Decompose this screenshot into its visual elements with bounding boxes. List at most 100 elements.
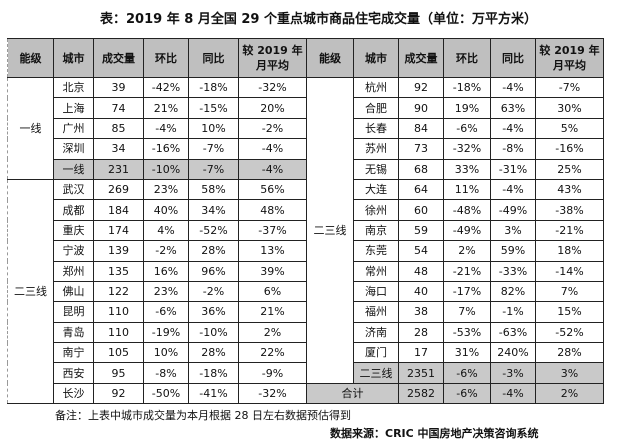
subtotal-yoy: -3% [490, 362, 536, 384]
mom: 23% [143, 178, 189, 201]
city: 青岛 [53, 321, 94, 344]
volume: 122 [93, 280, 144, 303]
subtotal-mom: -10% [143, 158, 189, 180]
vs-2019-avg: 6% [238, 280, 307, 303]
vs-2019-avg: 22% [238, 342, 307, 364]
vs-2019-avg: -37% [238, 219, 307, 242]
city: 东莞 [353, 240, 399, 262]
volume: 90 [398, 97, 444, 119]
table-row: 西安 95 -8% -18% -9% 二三线 2351 -6% -3% 3% [8, 362, 604, 384]
table-row: 广州 85 -4% 10% -2% 长春 84 -6% -4% 5% [8, 117, 604, 140]
yoy: -1% [490, 301, 536, 323]
vs-2019-avg: 13% [238, 240, 307, 262]
volume: 73 [398, 138, 444, 160]
volume: 60 [398, 199, 444, 221]
table-row: 佛山 122 23% -2% 6% 海口 40 -17% 82% 7% [8, 280, 604, 303]
vs-2019-avg: 28% [535, 342, 604, 364]
city: 武汉 [53, 178, 94, 201]
volume: 54 [398, 240, 444, 262]
city: 北京 [53, 76, 94, 99]
yoy: -31% [490, 158, 536, 180]
subtotal-city: 二三线 [353, 362, 399, 384]
subtotal-vs-2019-avg: 3% [535, 362, 604, 384]
yoy: -10% [188, 321, 239, 344]
mom: -50% [143, 382, 189, 405]
vs-2019-avg: -16% [535, 138, 604, 160]
yoy: -4% [490, 117, 536, 140]
subtotal-vs-2019-avg: -4% [238, 158, 307, 180]
volume: 92 [398, 76, 444, 99]
table-row: 长沙 92 -50% -41% -32% 合计 2582 -6% -4% 2% [8, 382, 604, 405]
tier-label: 二三线 [7, 178, 54, 405]
vs-2019-avg: 56% [238, 178, 307, 201]
city: 厦门 [353, 342, 399, 364]
mom: -6% [143, 301, 189, 323]
mom: 33% [443, 158, 491, 180]
yoy: -49% [490, 199, 536, 221]
city: 南宁 [53, 342, 94, 364]
volume: 34 [93, 138, 144, 160]
city: 重庆 [53, 219, 94, 242]
city: 宁波 [53, 240, 94, 262]
total-volume: 2582 [398, 382, 444, 405]
vs-2019-avg: 5% [535, 117, 604, 140]
volume: 110 [93, 321, 144, 344]
vs-2019-avg: 7% [535, 280, 604, 303]
total-vs-2019-avg: 2% [535, 382, 604, 405]
city: 长春 [353, 117, 399, 140]
volume: 64 [398, 178, 444, 201]
city: 无锡 [353, 158, 399, 180]
city: 杭州 [353, 76, 399, 99]
header-row: 能级 城市 成交量 环比 同比较 2019 年 月平均 能级 城市 成交量 环比 同比较 2019… [7, 38, 604, 78]
table-row: 青岛 110 -19% -10% 2% 济南 28 -53% -63% -52% [8, 321, 604, 344]
mom: 19% [443, 97, 491, 119]
vs-2019-avg: -4% [238, 138, 307, 160]
city: 昆明 [53, 301, 94, 323]
mom: -32% [443, 138, 491, 160]
mom: -2% [143, 240, 189, 262]
yoy: 28% [188, 240, 239, 262]
mom: 16% [143, 260, 189, 282]
vs-2019-avg: 21% [238, 301, 307, 323]
mom: 7% [443, 301, 491, 323]
table-row: 一线 北京 39 -42% -18% -32% 二三线 杭州 92 -18% -4% -7% [7, 76, 604, 384]
header-level: 能级 [7, 38, 54, 78]
yoy: -63% [490, 321, 536, 344]
volume: 110 [93, 301, 144, 323]
volume: 269 [93, 178, 144, 201]
yoy: -8% [490, 138, 536, 160]
mom: -16% [143, 138, 189, 160]
table-row: 宁波 139 -2% 28% 13% 东莞 54 2% 59% 18% [8, 240, 604, 262]
tier-label: 二三线 [306, 77, 354, 384]
mom: 11% [443, 178, 491, 201]
header-city: 城市 [53, 38, 94, 78]
subtotal-volume: 2351 [398, 362, 444, 384]
vs-2019-avg: -21% [535, 219, 604, 242]
total-mom: -6% [443, 382, 491, 405]
data-source: 数据来源：CRIC 中国房地产决策咨询系统 [330, 427, 539, 440]
header-city: 城市 [353, 38, 399, 78]
vs-2019-avg: -32% [238, 382, 307, 405]
city: 南京 [353, 219, 399, 242]
city: 长沙 [53, 382, 94, 405]
vs-2019-avg: 48% [238, 199, 307, 221]
city: 上海 [53, 97, 94, 119]
table-row: 重庆 174 4% -52% -37% 南京 59 -49% 3% -21% [8, 219, 604, 242]
city: 大连 [353, 178, 399, 201]
yoy: -7% [188, 138, 239, 160]
mom: -53% [443, 321, 491, 344]
mom: -49% [443, 219, 491, 242]
table-row: 一线 231 -10% -7% -4% 无锡 68 33% -31% 25% [8, 158, 604, 180]
volume: 174 [93, 219, 144, 242]
city: 徐州 [353, 199, 399, 221]
yoy: 34% [188, 199, 239, 221]
yoy: 58% [188, 178, 239, 201]
table-row: 深圳 34 -16% -7% -4% 苏州 73 -32% -8% -16% [8, 138, 604, 160]
mom: -48% [443, 199, 491, 221]
yoy: 240% [490, 342, 536, 364]
yoy: -18% [188, 362, 239, 384]
yoy: -15% [188, 97, 239, 119]
header-vs-2019-avg: 较 2019 年 月平均 [238, 38, 307, 78]
mom: -6% [443, 117, 491, 140]
vs-2019-avg: -14% [535, 260, 604, 282]
